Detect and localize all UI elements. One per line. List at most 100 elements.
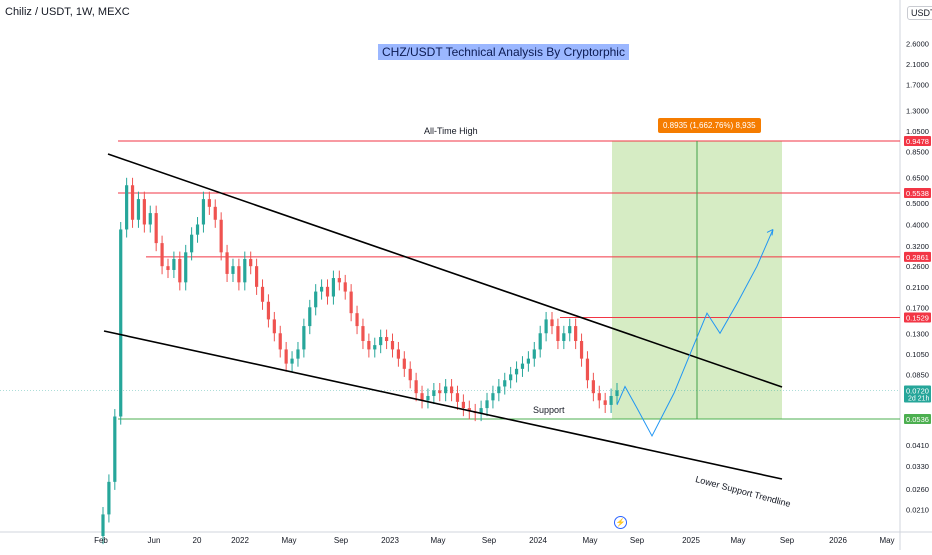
candle-body — [207, 199, 211, 207]
y-tick-label: 0.3200 — [906, 242, 929, 251]
candle-body — [260, 286, 265, 302]
candle-body — [509, 374, 513, 381]
candle-body — [520, 363, 525, 369]
candle-body — [503, 380, 507, 387]
candle-body — [249, 259, 253, 267]
candle-body — [491, 393, 495, 401]
candle-body — [272, 319, 276, 334]
candle-body — [237, 266, 241, 283]
candle-body — [178, 259, 182, 283]
projection-arrowhead — [766, 229, 774, 236]
candle-body — [213, 206, 217, 220]
candle-body — [467, 408, 471, 412]
x-tick-label: 20 — [193, 536, 202, 545]
candle-body — [278, 333, 282, 350]
candle-body — [302, 326, 306, 350]
candle-body — [231, 266, 235, 274]
x-tick-label: 2024 — [529, 536, 547, 545]
x-tick-label: May — [281, 536, 296, 545]
candle-body — [556, 326, 560, 342]
candle-body — [296, 349, 300, 359]
projection-path — [616, 229, 774, 437]
candle-body — [414, 380, 418, 394]
candle-body — [367, 341, 371, 350]
candle-body — [455, 393, 460, 402]
candle-body — [396, 349, 401, 359]
candle-body — [119, 229, 123, 417]
symbol-header[interactable]: Chiliz / USDT, 1W, MEXC — [5, 6, 130, 18]
candle-body — [384, 337, 389, 342]
support-label: Support — [533, 405, 565, 415]
candle-body — [574, 326, 578, 342]
candle-body — [544, 319, 548, 334]
x-tick-label: May — [730, 536, 745, 545]
x-tick-label: May — [582, 536, 597, 545]
y-tick-label: 0.0330 — [906, 462, 929, 471]
x-tick-label: Sep — [334, 536, 349, 545]
candle-body — [514, 368, 519, 375]
candle-body — [349, 291, 353, 314]
candle-body — [314, 291, 318, 308]
measure-label: 0.8935 (1,662.76%) 8,935 — [658, 118, 761, 133]
candle-body — [343, 282, 347, 292]
candle-body — [190, 234, 194, 253]
x-tick-label: 2022 — [231, 536, 249, 545]
price-tag-label: 0.1529 — [906, 314, 929, 323]
quote-currency-label[interactable]: USDT — [907, 6, 932, 20]
candle-body — [449, 386, 454, 394]
x-tick-label: Sep — [482, 536, 497, 545]
candle-body — [125, 185, 129, 230]
price-tag-label: 0.5538 — [906, 189, 929, 198]
candle-body — [160, 243, 164, 267]
candle-body — [497, 386, 501, 394]
x-tick-label: 2026 — [829, 536, 847, 545]
price-tag-label: 0.2861 — [906, 253, 929, 262]
x-tick-label: Jun — [148, 536, 161, 545]
y-tick-label: 0.1700 — [906, 303, 929, 312]
price-tag-label: 0.9478 — [906, 137, 929, 146]
candle-body — [154, 213, 158, 244]
candle-body — [461, 401, 465, 409]
y-tick-label: 0.1050 — [906, 350, 929, 359]
candle-body — [603, 400, 607, 405]
candle-body — [308, 307, 312, 327]
candle-body — [373, 345, 377, 350]
y-tick-label: 0.0850 — [906, 370, 929, 379]
y-tick-label: 2.1000 — [906, 60, 929, 69]
candle-body — [426, 395, 430, 401]
price-tag-label: 0.0536 — [906, 415, 929, 424]
y-tick-label: 1.7000 — [906, 80, 929, 89]
y-tick-label: 0.2600 — [906, 262, 929, 271]
price-tag-countdown: 2d 21h — [908, 395, 930, 402]
candle-body — [243, 259, 247, 283]
candle-body — [148, 213, 152, 225]
candle-body — [361, 326, 365, 342]
candle-body — [325, 286, 330, 297]
price-tag — [904, 385, 931, 403]
lightning-icon[interactable]: ⚡ — [614, 516, 627, 529]
candle-body — [201, 199, 206, 225]
candle-body — [402, 358, 406, 369]
chart-title: CHZ/USDT Technical Analysis By Cryptorph… — [378, 44, 629, 60]
candle-body — [166, 266, 170, 270]
x-tick-label: Sep — [630, 536, 645, 545]
candle-body — [438, 390, 442, 394]
candle-body — [113, 416, 117, 482]
price-tag — [904, 188, 931, 199]
x-tick-label: Feb — [94, 536, 108, 545]
candle-body — [432, 390, 436, 396]
candle-body — [101, 514, 105, 536]
candle-body — [568, 326, 572, 334]
candle-body — [609, 395, 613, 405]
x-tick-label: May — [430, 536, 445, 545]
y-tick-label: 0.4000 — [906, 220, 929, 229]
candle-body — [390, 341, 395, 350]
y-tick-label: 1.0500 — [906, 127, 929, 136]
candle-body — [225, 252, 229, 274]
x-tick-label: 2025 — [682, 536, 700, 545]
price-tag — [904, 312, 931, 323]
candle-body — [379, 337, 383, 346]
price-tag — [904, 414, 931, 424]
